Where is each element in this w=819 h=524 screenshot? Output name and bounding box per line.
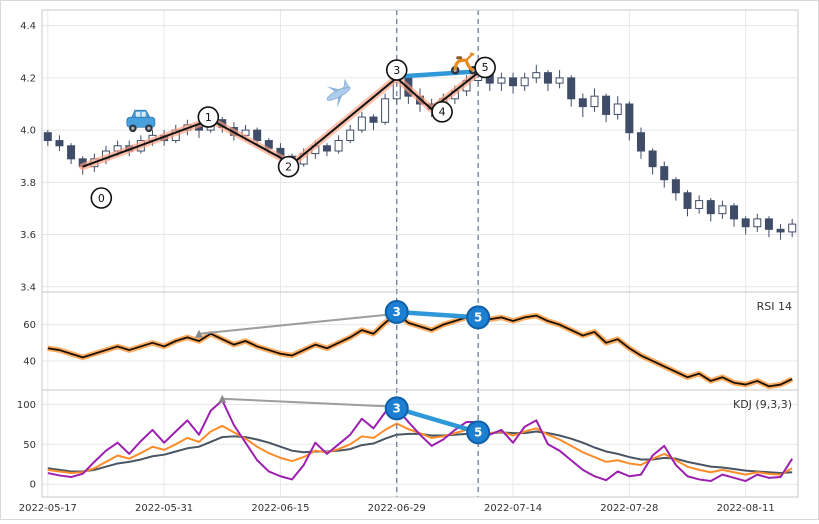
candle-up	[520, 77, 529, 87]
candle-down	[578, 98, 587, 108]
candle-up	[613, 103, 622, 115]
pivot-circle-0	[90, 187, 113, 209]
candle-down	[543, 72, 552, 84]
candle-up	[381, 98, 390, 123]
candle-up	[718, 205, 727, 215]
y-tick-label: 0	[30, 480, 36, 491]
x-tick-label: 2022-05-17	[19, 503, 77, 514]
pivot-circle-2	[277, 155, 300, 178]
candle-down	[671, 179, 680, 194]
svg-text:3: 3	[393, 305, 401, 319]
y-tick-label: 40	[23, 356, 36, 367]
y-tick-label: 100	[17, 400, 36, 411]
candle-down	[67, 145, 76, 160]
x-tick-label: 2022-05-31	[135, 503, 193, 514]
x-tick-label: 2022-07-28	[600, 503, 658, 514]
candle-up	[357, 116, 366, 131]
y-tick-label: 3.6	[20, 230, 36, 241]
pivot-badge-3-kdj: 3	[384, 396, 409, 421]
candle-up	[590, 95, 599, 108]
kdj-panel	[47, 394, 794, 483]
candle-up	[346, 129, 355, 142]
y-tick-label: 60	[23, 320, 36, 331]
kdj-k-line	[47, 422, 793, 476]
candle-up	[497, 77, 506, 84]
candle-down	[322, 145, 331, 152]
pivot-number-3: 3	[393, 64, 400, 77]
pivot-circle-3	[385, 59, 408, 81]
pivot-badge-3-rsi: 3	[384, 299, 409, 324]
x-tick-label: 2022-08-11	[717, 503, 775, 514]
blue-connector-price	[394, 69, 481, 79]
candle-down	[602, 95, 611, 115]
candle-up	[695, 200, 704, 209]
trend-start-marker	[195, 329, 204, 338]
y-tick-label: 4.2	[20, 73, 36, 84]
candle-down	[636, 132, 645, 152]
rsi-panel-title: RSI 14	[757, 300, 792, 313]
candle-down	[648, 150, 657, 168]
y-tick-label: 50	[23, 440, 36, 451]
x-tick-label: 2022-07-14	[484, 503, 542, 514]
pivot-number-5: 5	[482, 61, 489, 74]
trend-start-marker	[218, 394, 227, 403]
candle-down	[625, 103, 634, 134]
candle-down	[55, 140, 64, 147]
x-tick-label: 2022-06-15	[251, 503, 309, 514]
y-tick-label: 4.0	[20, 126, 36, 137]
candle-up	[532, 72, 541, 79]
candle-down	[776, 228, 785, 233]
candle-down	[253, 129, 262, 142]
pivot-circle-1	[197, 106, 220, 128]
pivot-circle-4	[431, 101, 453, 123]
candle-down	[730, 205, 739, 220]
svg-text:5: 5	[474, 311, 482, 325]
pivot-badge-5-rsi: 5	[466, 305, 491, 330]
x-tick-label: 2022-06-29	[368, 503, 426, 514]
pivot-number-0: 0	[98, 192, 105, 205]
candle-down	[764, 218, 773, 230]
candle-down	[660, 166, 669, 181]
y-tick-label: 3.8	[20, 178, 36, 189]
candle-down	[43, 132, 52, 142]
kdj-panel-title: KDJ (9,3,3)	[733, 398, 792, 411]
candle-up	[555, 77, 564, 84]
rsi-panel	[47, 309, 794, 390]
candle-down	[741, 218, 750, 228]
kdj-j-line	[47, 399, 794, 483]
gray-trend-line	[198, 312, 397, 335]
blue-connector	[394, 309, 481, 320]
candle-down	[567, 77, 576, 100]
candle-down	[509, 77, 518, 87]
pivot-number-2: 2	[285, 160, 292, 173]
pivot-labels: 0 1 2 3 4 5	[90, 56, 496, 209]
candle-up	[753, 218, 762, 228]
pivot-number-4: 4	[439, 106, 446, 119]
candle-down	[706, 200, 715, 215]
candle-up	[788, 223, 797, 233]
panel-frame	[41, 9, 799, 498]
rsi-line	[47, 312, 793, 388]
pivot-number-1: 1	[205, 111, 212, 124]
candle-down	[369, 116, 378, 123]
gridlines	[42, 10, 798, 497]
pivot-badge-5-kdj: 5	[466, 420, 491, 445]
y-tick-label: 3.4	[20, 282, 36, 293]
gray-trend-line	[222, 397, 397, 408]
candle-down	[683, 192, 692, 209]
y-tick-label: 4.4	[20, 21, 36, 32]
svg-text:5: 5	[474, 426, 482, 440]
svg-text:3: 3	[393, 402, 401, 416]
pivot-circle-5	[474, 56, 496, 79]
candle-up	[334, 140, 343, 152]
car-icon	[126, 109, 156, 133]
blue-connector	[394, 406, 481, 435]
